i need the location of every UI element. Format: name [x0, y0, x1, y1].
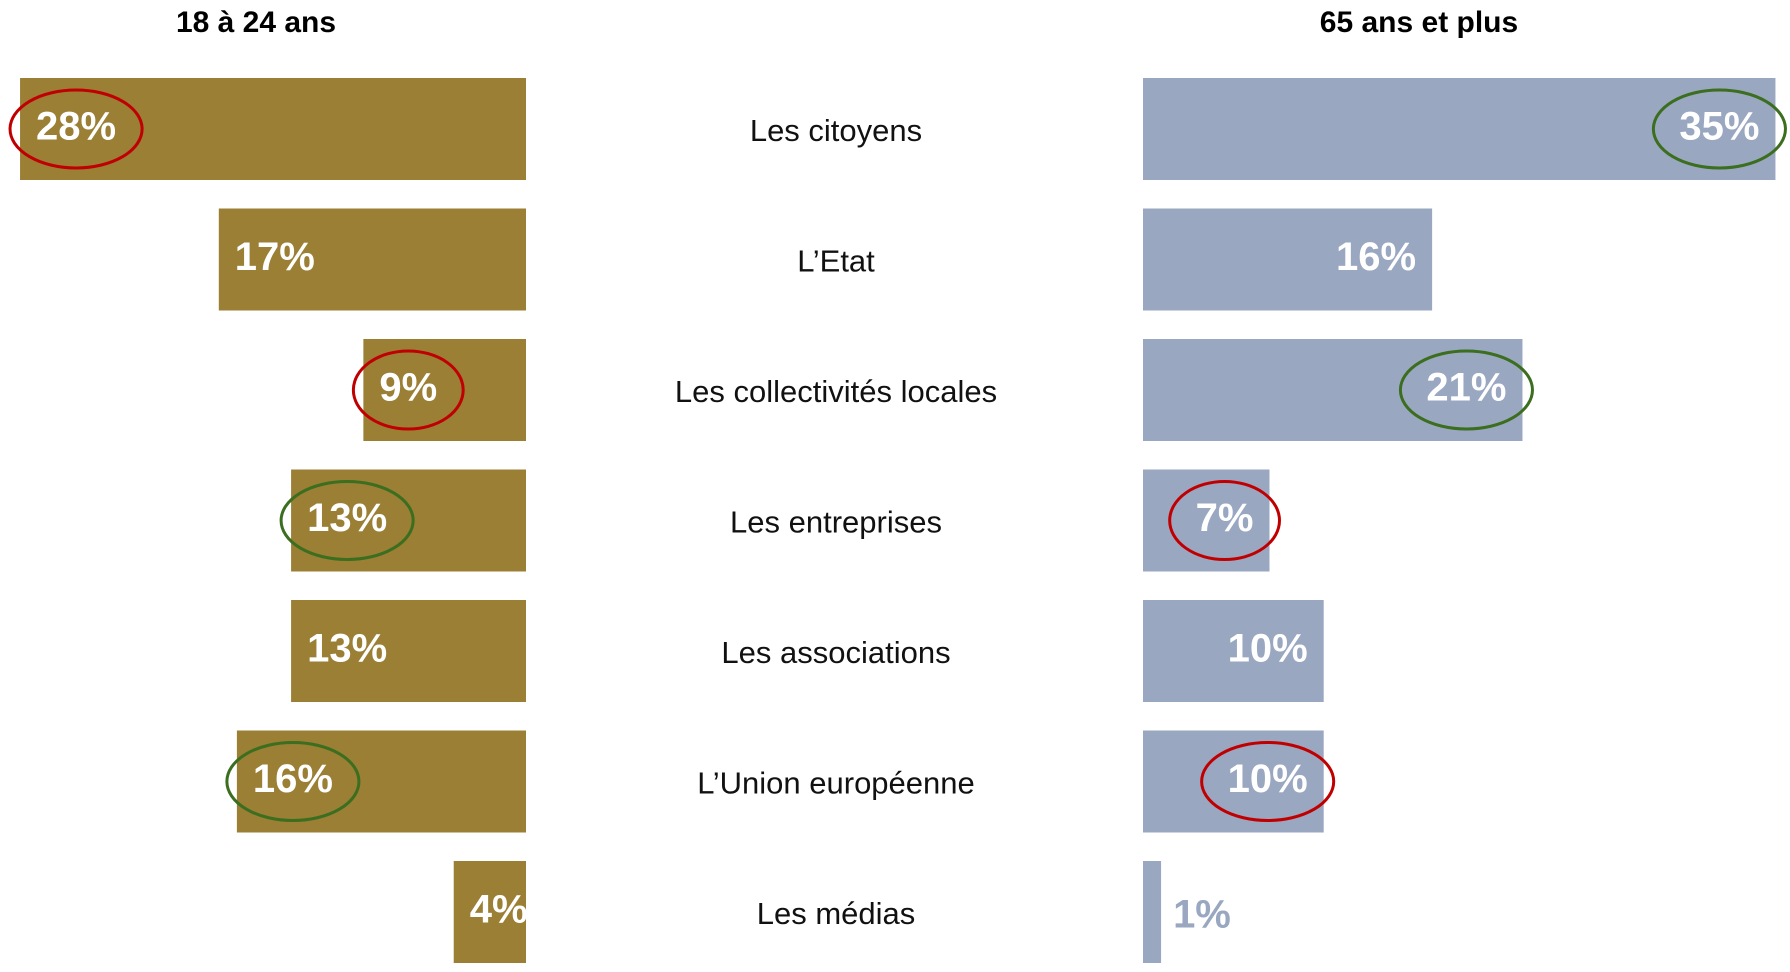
- bar: [1143, 339, 1523, 441]
- highlight-circle: [1200, 741, 1336, 822]
- bar: [236, 730, 526, 833]
- value-label: 4%: [470, 888, 528, 932]
- highlight-circle: [1398, 349, 1534, 431]
- value-label: 13%: [307, 496, 387, 540]
- bar: [218, 208, 526, 311]
- category-label: Les collectivités locales: [675, 374, 997, 409]
- highlight-circle: [1651, 88, 1787, 170]
- value-label: 9%: [379, 366, 437, 410]
- bar: [1143, 208, 1433, 311]
- value-label: 10%: [1228, 757, 1308, 801]
- value-label: 1%: [1173, 893, 1231, 937]
- left-series-title: 18 à 24 ans: [176, 6, 336, 39]
- category-label: L’Etat: [797, 244, 875, 279]
- bar: [291, 469, 526, 572]
- category-label: Les associations: [721, 635, 950, 670]
- highlight-circle: [1168, 480, 1281, 561]
- value-label: 16%: [1336, 235, 1416, 279]
- category-label: Les citoyens: [750, 113, 922, 148]
- bar: [363, 339, 526, 441]
- category-label: L’Union européenne: [697, 766, 975, 801]
- bar: [1143, 861, 1162, 963]
- bar: [1143, 78, 1776, 180]
- highlight-circle: [351, 349, 465, 431]
- value-label: 17%: [235, 235, 315, 279]
- category-label: Les médias: [757, 896, 916, 931]
- highlight-circle: [279, 480, 415, 561]
- highlight-circle: [225, 741, 361, 822]
- value-label: 16%: [253, 757, 333, 801]
- value-label: 21%: [1426, 366, 1506, 410]
- value-label: 28%: [36, 105, 116, 149]
- value-label: 13%: [307, 627, 387, 671]
- category-label: Les entreprises: [730, 505, 942, 540]
- bar: [1143, 600, 1324, 702]
- right-series-title: 65 ans et plus: [1320, 6, 1518, 39]
- bar: [291, 600, 526, 702]
- bar: [453, 861, 526, 963]
- value-label: 35%: [1679, 105, 1759, 149]
- value-label: 10%: [1228, 627, 1308, 671]
- value-label: 7%: [1196, 496, 1254, 540]
- highlight-circle: [8, 88, 144, 170]
